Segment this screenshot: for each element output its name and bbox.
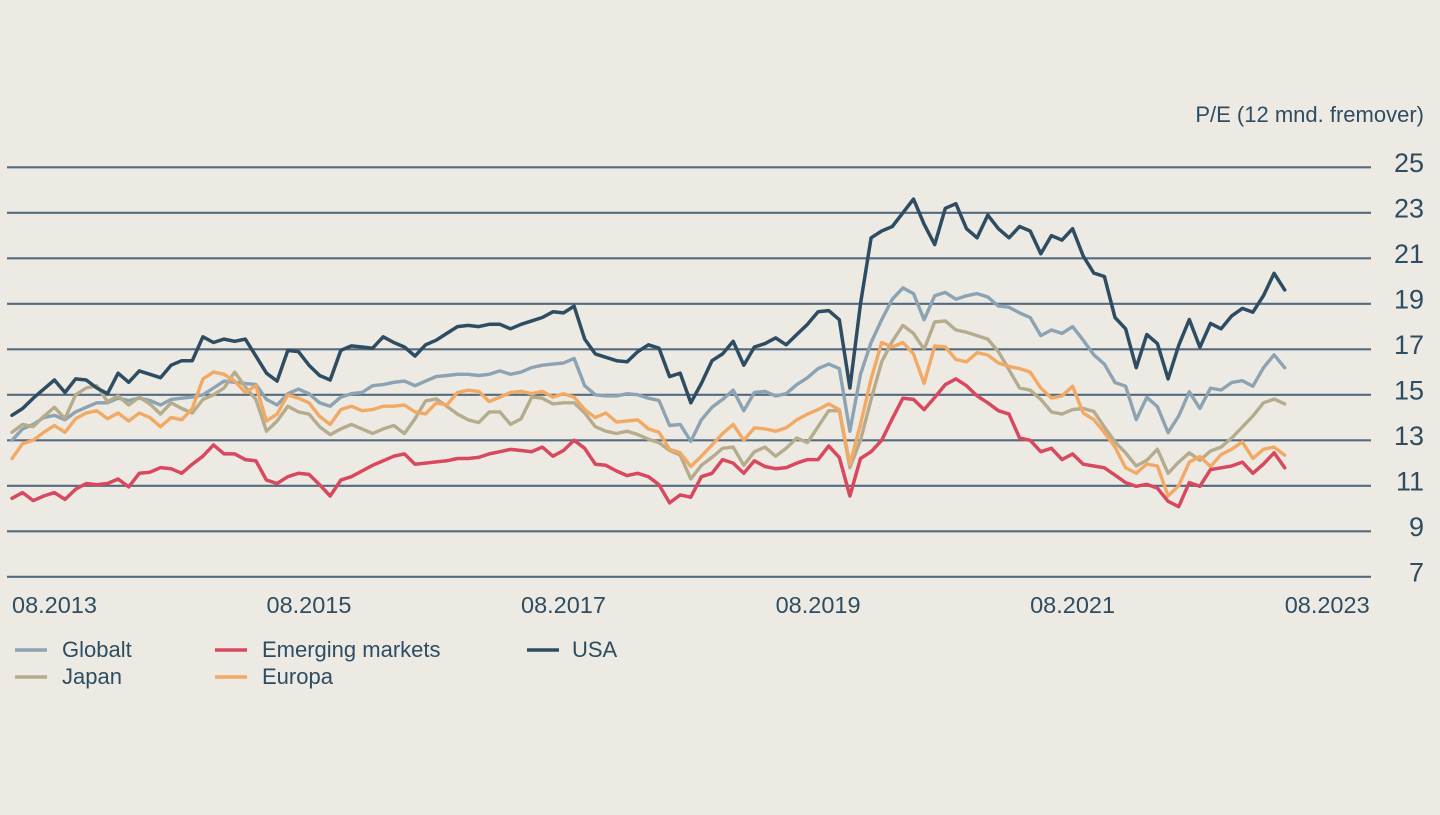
svg-text:9: 9: [1409, 512, 1424, 542]
svg-text:08.2015: 08.2015: [267, 592, 352, 618]
svg-text:17: 17: [1394, 330, 1424, 360]
svg-text:08.2023: 08.2023: [1285, 592, 1370, 618]
svg-text:08.2017: 08.2017: [521, 592, 606, 618]
svg-text:Globalt: Globalt: [62, 637, 132, 662]
svg-text:7: 7: [1409, 557, 1424, 587]
svg-text:USA: USA: [572, 637, 618, 662]
svg-text:08.2019: 08.2019: [776, 592, 861, 618]
svg-text:21: 21: [1394, 239, 1424, 269]
svg-text:13: 13: [1394, 421, 1424, 451]
svg-text:08.2013: 08.2013: [12, 592, 97, 618]
svg-text:25: 25: [1394, 148, 1424, 178]
svg-text:Emerging markets: Emerging markets: [262, 637, 441, 662]
svg-text:P/E (12 mnd. fremover): P/E (12 mnd. fremover): [1195, 102, 1424, 127]
svg-text:Europa: Europa: [262, 664, 334, 689]
svg-text:23: 23: [1394, 193, 1424, 223]
svg-text:15: 15: [1394, 375, 1424, 405]
svg-text:11: 11: [1396, 466, 1424, 496]
svg-text:19: 19: [1394, 284, 1424, 314]
svg-text:08.2021: 08.2021: [1030, 592, 1115, 618]
svg-text:Japan: Japan: [62, 664, 122, 689]
